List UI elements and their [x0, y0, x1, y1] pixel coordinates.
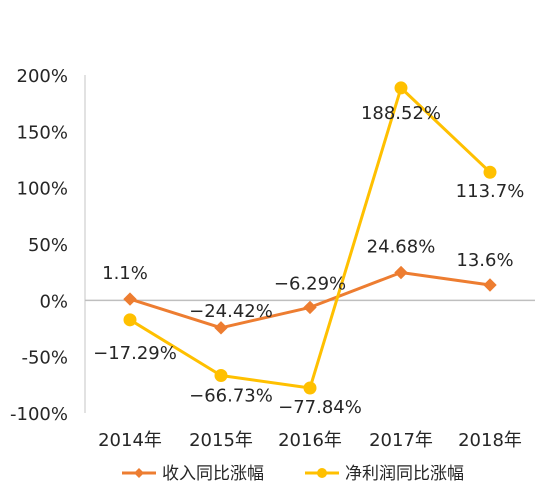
legend-label-1: 净利润同比涨幅	[345, 464, 464, 484]
series-0-marker-3	[394, 265, 408, 280]
data-label-series-0-1: −24.42%	[189, 301, 273, 322]
data-label-series-1-1: −66.73%	[189, 386, 273, 407]
legend: 收入同比涨幅 净利润同比涨幅	[122, 464, 464, 484]
data-label-series-0-4: 13.6%	[456, 250, 513, 271]
series-0-marker-2	[303, 300, 317, 315]
data-label-series-1-2: −77.84%	[278, 397, 362, 418]
data-labels: 1.1% −24.42%−6.29% 24.68% 13.6% −17.29% −66.7…	[93, 103, 524, 418]
y-tick-label-6: -100%	[10, 404, 68, 425]
series-0-marker-4	[483, 278, 497, 292]
y-tick-label-5: -50%	[21, 348, 68, 369]
x-tick-label-2017-3: 2017年	[369, 430, 433, 451]
x-tick-label-2014-0: 2014年	[98, 430, 162, 451]
series-1-marker-4	[483, 165, 497, 179]
data-label-series-1-4: 113.7%	[456, 181, 525, 202]
data-label-series-0-0: 1.1%	[102, 263, 148, 284]
series-1-marker-3	[394, 81, 408, 95]
legend-swatch-marker-0	[134, 468, 144, 478]
legend-swatch-marker-1	[317, 468, 327, 478]
series-markers	[123, 81, 497, 395]
data-label-series-1-0: −17.29%	[93, 343, 177, 364]
x-tick-label-2018-4: 2018年	[458, 430, 522, 451]
y-tick-label-4: 0%	[39, 291, 68, 312]
x-tick-label-2015-1: 2015年	[189, 430, 253, 451]
series-0-marker-0	[123, 292, 137, 306]
legend-label-0: 收入同比涨幅	[162, 464, 264, 484]
series-0-marker-1	[214, 321, 228, 335]
data-label-series-0-2: −6.29%	[274, 273, 346, 294]
series-lines	[129, 86, 492, 390]
x-tick-label-2016-2: 2016年	[278, 430, 342, 451]
y-tick-label-0: 200%	[17, 66, 68, 87]
series-1-marker-2	[303, 381, 317, 395]
y-tick-label-2: 100%	[17, 179, 68, 200]
series-line-1	[129, 86, 492, 390]
legend-item-1: 净利润同比涨幅	[305, 464, 464, 484]
data-label-series-0-3: 24.68%	[367, 237, 436, 258]
y-axis-tick-labels: 200% 150% 100% 50% 0% -50% -100%	[10, 66, 68, 425]
y-tick-label-3: 50%	[28, 235, 68, 256]
y-tick-label-1: 150%	[17, 122, 68, 143]
legend-item-0: 收入同比涨幅	[122, 464, 264, 484]
series-1-marker-0	[123, 313, 137, 327]
series-1-marker-1	[214, 369, 228, 383]
x-axis-tick-labels: 2014年 2015年 2016年 2017年 2018年	[98, 430, 522, 451]
data-label-series-1-3: 188.52%	[361, 103, 441, 124]
